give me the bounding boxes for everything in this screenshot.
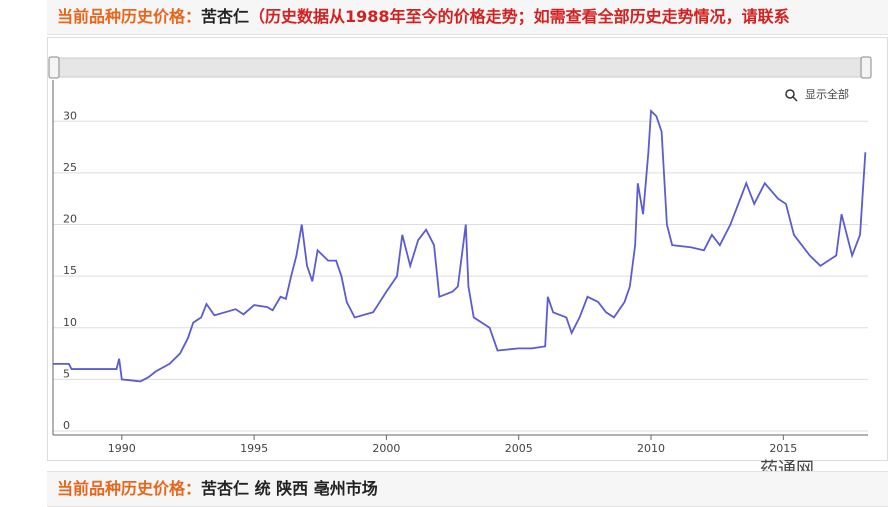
- y-tick-label: 10: [63, 316, 77, 329]
- x-tick-label: 2015: [769, 442, 797, 455]
- x-tick-label: 1995: [240, 442, 268, 455]
- scroll-handle-right[interactable]: [860, 56, 872, 79]
- x-tick-label: 2000: [372, 442, 400, 455]
- header: 当前品种历史价格：苦杏仁（历史数据从1988年至今的价格走势；如需查看全部历史走…: [47, 0, 888, 35]
- zoom-label: 显示全部: [805, 87, 849, 101]
- y-tick-label: 15: [63, 264, 77, 277]
- x-tick-label: 2005: [505, 442, 533, 455]
- header-item: 苦杏仁: [201, 7, 250, 26]
- header-note: （历史数据从1988年至今的价格走势；如需查看全部历史走势情况，请联系: [249, 7, 790, 26]
- zoom-icon: [785, 89, 795, 99]
- footer-label: 当前品种历史价格：: [57, 479, 202, 498]
- y-tick-label: 30: [63, 109, 77, 122]
- x-tick-label: 2010: [637, 442, 665, 455]
- zoom-button[interactable]: 显示全部: [785, 87, 849, 102]
- y-tick-label: 25: [63, 161, 77, 174]
- scroll-handle-left[interactable]: [48, 56, 60, 79]
- footer-item: 苦杏仁 统 陕西 亳州市场: [201, 479, 378, 498]
- scrollbar[interactable]: [52, 57, 869, 78]
- x-tick-label: 1990: [108, 442, 136, 455]
- footer: 当前品种历史价格：苦杏仁 统 陕西 亳州市场: [47, 471, 888, 507]
- header-label: 当前品种历史价格：: [57, 7, 202, 26]
- y-tick-label: 5: [63, 367, 70, 380]
- y-tick-label: 20: [63, 213, 77, 226]
- zoom-icon: [792, 96, 798, 102]
- price-line: [53, 108, 867, 383]
- y-tick-label: 0: [63, 419, 70, 432]
